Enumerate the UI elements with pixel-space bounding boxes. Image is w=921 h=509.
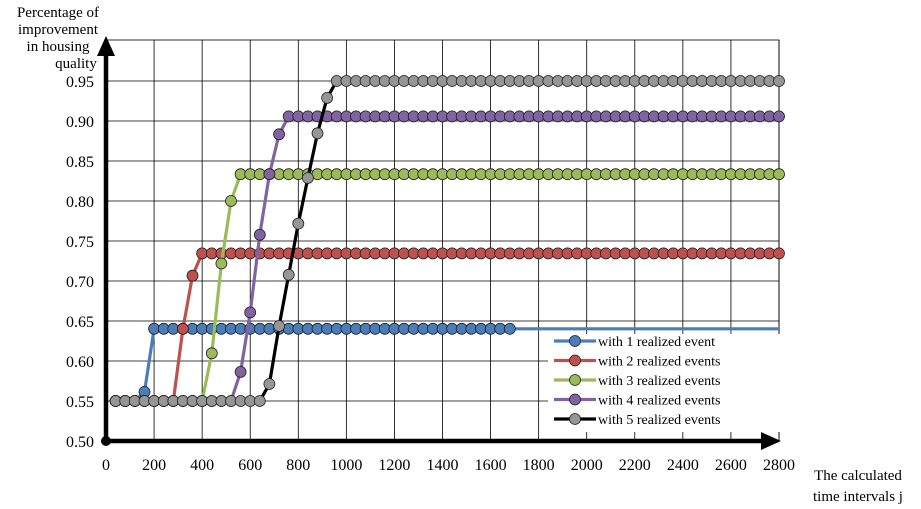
tick-labels: 0.50 0.55 0.60 0.65 0.70 0.75 0.80 0.85 0.90 0.95… <box>66 74 795 474</box>
y-axis-title-line: in housing <box>27 39 90 55</box>
data-point <box>234 365 247 378</box>
x-tick-label: 200 <box>142 457 166 474</box>
data-point <box>282 268 295 281</box>
x-tick-label: 1200 <box>378 457 410 474</box>
y-tick-label: 0.80 <box>66 194 94 211</box>
x-tick-label: 1600 <box>475 457 507 474</box>
y-tick-label: 0.95 <box>66 74 94 91</box>
y-tick-label: 0.60 <box>66 354 94 371</box>
data-point <box>215 257 228 270</box>
x-tick-label: 0 <box>102 457 110 474</box>
x-tick-label: 1400 <box>427 457 459 474</box>
data-point <box>186 269 199 282</box>
origin-dot <box>101 436 111 446</box>
legend-box <box>548 334 782 432</box>
legend-swatch-marker <box>569 393 581 406</box>
y-tick-label: 0.65 <box>66 314 94 331</box>
legend-item-3: with 3 realized events <box>554 374 720 389</box>
legend-swatch-marker <box>569 335 581 347</box>
series-1 <box>109 322 779 407</box>
data-point <box>205 347 218 360</box>
legend-label: with 5 realized events <box>598 413 720 428</box>
data-point <box>273 320 286 332</box>
x-tick-label: 2200 <box>619 457 651 474</box>
y-tick-label: 0.50 <box>66 434 94 451</box>
legend-item-2: with 2 realized events <box>554 355 720 370</box>
data-point <box>301 172 314 184</box>
series-2 <box>109 247 785 407</box>
x-tick-label: 1000 <box>330 457 362 474</box>
legend-item-1: with 1 realized event <box>554 335 715 350</box>
data-point <box>773 168 785 181</box>
data-point <box>773 110 785 123</box>
series-layer <box>109 75 785 407</box>
x-axis-title-line: The calculated <box>814 468 902 484</box>
legend-item-4: with 4 realized events <box>554 394 720 409</box>
y-tick-label: 0.90 <box>66 114 94 131</box>
data-point <box>311 127 324 140</box>
y-axis-title: Percentage of improvement in housing qualit… <box>17 5 99 72</box>
series-5 <box>109 75 785 407</box>
y-tick-label: 0.55 <box>66 394 94 411</box>
data-point <box>773 247 785 260</box>
data-point <box>263 168 276 181</box>
y-axis-title-line: improvement <box>18 22 99 38</box>
x-tick-label: 800 <box>286 457 310 474</box>
y-tick-label: 0.75 <box>66 234 94 251</box>
x-tick-label: 2400 <box>667 457 699 474</box>
x-axis-title: The calculated time intervals j <box>813 468 903 505</box>
x-tick-label: 2800 <box>763 457 795 474</box>
legend-item-5: with 5 realized events <box>554 413 720 428</box>
legend-label: with 4 realized events <box>598 394 720 409</box>
data-point <box>176 322 189 335</box>
x-tick-label: 400 <box>190 457 214 474</box>
legend-swatch-marker <box>569 354 581 367</box>
data-point <box>253 228 266 241</box>
x-tick-label: 600 <box>238 457 262 474</box>
y-axis-arrow <box>97 36 115 56</box>
y-axis-title-line: quality <box>55 56 97 72</box>
legend-swatch-marker <box>569 374 581 386</box>
x-axis-title-line: time intervals j <box>813 489 903 505</box>
legend-label: with 2 realized events <box>598 355 720 370</box>
legend-label: with 1 realized event <box>598 335 715 350</box>
data-point <box>253 395 266 407</box>
y-axis-title-line: Percentage of <box>17 5 99 21</box>
data-point <box>273 128 286 141</box>
legend-swatch-marker <box>569 413 581 425</box>
data-point <box>292 217 305 230</box>
x-tick-label: 2600 <box>715 457 747 474</box>
x-tick-label: 2000 <box>571 457 603 474</box>
data-point <box>263 378 276 390</box>
x-axis-arrow <box>761 432 781 450</box>
data-point <box>244 306 257 319</box>
data-point <box>321 92 334 104</box>
legend: with 1 realized event with 2 realized eve… <box>548 334 782 432</box>
data-point <box>503 322 516 335</box>
x-tick-label: 1800 <box>523 457 555 474</box>
data-point <box>225 195 237 207</box>
y-tick-label: 0.70 <box>66 274 94 291</box>
legend-label: with 3 realized events <box>598 374 720 389</box>
data-point <box>773 75 785 87</box>
axes <box>97 36 781 450</box>
y-tick-label: 0.85 <box>66 154 94 171</box>
